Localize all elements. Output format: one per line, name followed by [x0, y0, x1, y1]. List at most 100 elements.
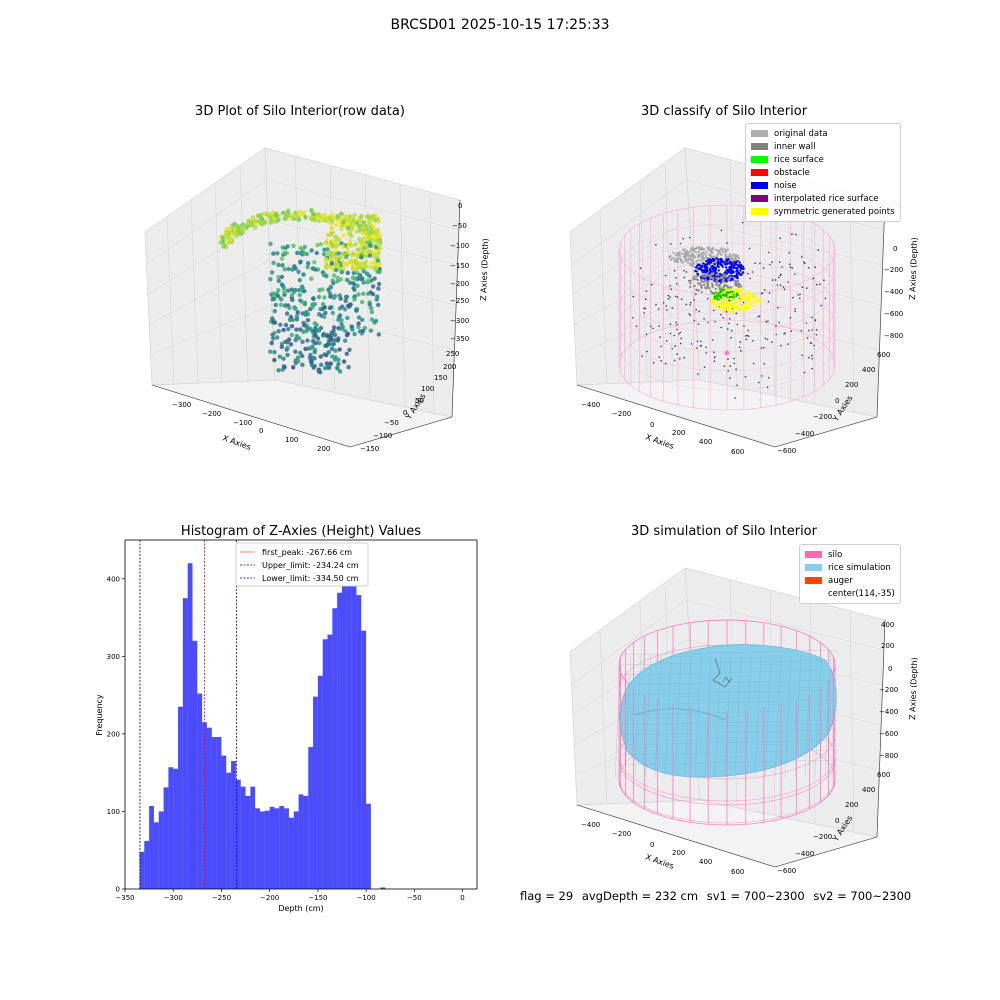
- raw-point: [315, 242, 320, 248]
- classify-cluster-point: [705, 274, 708, 278]
- classify-cluster-point: [702, 262, 705, 265]
- raw-point: [282, 267, 287, 272]
- classify-dot: [812, 277, 815, 280]
- classify-dot: [720, 314, 722, 316]
- raw-point: [345, 225, 351, 231]
- raw-point: [227, 237, 232, 242]
- raw-3d-plot[interactable]: −300 −200 −100 0 100 200 250 200 150 100…: [130, 135, 500, 465]
- raw-point: [282, 250, 287, 255]
- legend-swatch: [805, 590, 822, 597]
- histogram-bar: [313, 696, 318, 889]
- classify-cluster-point: [687, 254, 690, 257]
- classify-cluster-point: [725, 294, 728, 298]
- classify-dot: [811, 316, 813, 319]
- raw-point: [314, 250, 319, 256]
- classify-dot: [669, 332, 672, 335]
- classify-cluster-point: [738, 265, 741, 268]
- classify-dot: [811, 358, 813, 360]
- simulation-3d-plot[interactable]: −400 −200 0 200 400 600 600 400 200 0 −2…: [555, 555, 930, 885]
- legend-item-rice-simulation: rice simulation: [805, 561, 895, 574]
- classify-cluster-point: [756, 295, 759, 298]
- raw-point: [315, 336, 321, 341]
- classify-zlabel: Z Axies (Depth): [908, 237, 919, 300]
- raw-point: [350, 327, 355, 332]
- classify-dot: [764, 337, 767, 340]
- classify-cluster-point: [750, 299, 753, 302]
- classify-dot: [780, 273, 782, 276]
- classify-dot: [765, 320, 767, 323]
- raw-ztick: −150: [450, 262, 469, 270]
- classify-cluster-point: [707, 258, 710, 261]
- raw-xlabel: X Axies: [221, 433, 252, 452]
- classify-cluster-point: [731, 310, 735, 314]
- classify-cluster-point: [738, 261, 741, 264]
- classify-cluster-point: [678, 254, 682, 258]
- classify-ztick: 0: [893, 245, 897, 253]
- classify-dot: [815, 334, 818, 336]
- classify-dot: [778, 321, 781, 324]
- raw-point: [322, 295, 327, 300]
- classify-dot: [767, 377, 770, 379]
- raw-point: [305, 338, 310, 343]
- legend-item-auger: auger: [805, 574, 895, 587]
- classify-cluster-point: [672, 256, 675, 260]
- raw-point: [344, 277, 350, 283]
- classify-dot: [751, 271, 754, 273]
- classify-dot: [701, 291, 703, 293]
- classify-cluster-point: [754, 304, 757, 307]
- classify-cluster-point: [698, 267, 701, 271]
- classify-dot: [761, 375, 763, 377]
- raw-point: [309, 208, 314, 213]
- raw-point: [310, 302, 315, 307]
- classify-cluster-point: [751, 304, 754, 308]
- raw-point: [349, 243, 354, 248]
- legend-swatch: [751, 208, 768, 215]
- classify-cluster-point: [696, 274, 700, 278]
- raw-point: [298, 298, 303, 303]
- classify-xtick: −200: [612, 410, 631, 418]
- classify-cluster-point: [716, 293, 719, 296]
- classify-cluster-point: [696, 259, 700, 262]
- histogram-chart[interactable]: −350 −300 −250 −200 −150 −100 −50 0 0 100 200 300 4…: [80, 535, 490, 920]
- classify-dot: [794, 273, 796, 275]
- raw-point: [313, 329, 318, 334]
- classify-dot: [676, 328, 678, 331]
- classify-cluster-point: [736, 269, 739, 272]
- raw-point: [330, 244, 336, 249]
- raw-point: [376, 332, 381, 337]
- classify-cluster-point: [694, 256, 697, 259]
- raw-point: [368, 290, 373, 295]
- simulation-ztick: −600: [879, 730, 898, 738]
- raw-point: [370, 214, 376, 219]
- simulation-zlabel: Z Axies (Depth): [908, 657, 919, 720]
- classify-dot: [788, 263, 791, 265]
- classify-dot: [695, 309, 697, 311]
- classify-cluster-point: [692, 262, 696, 265]
- raw-point: [268, 349, 273, 354]
- histogram-bar: [341, 557, 347, 889]
- classify-cluster-point: [681, 261, 684, 264]
- raw-point: [295, 310, 300, 315]
- histogram-xtick-label: −50: [407, 894, 422, 902]
- raw-point: [361, 291, 366, 296]
- raw-point: [277, 354, 282, 359]
- simulation-xtick: −400: [581, 821, 600, 829]
- histogram-reference-lines: [139, 540, 238, 889]
- classify-cluster-point: [727, 278, 730, 282]
- raw-point: [298, 327, 303, 332]
- raw-point: [261, 220, 266, 225]
- classify-cluster-point: [753, 301, 756, 304]
- raw-point: [272, 357, 277, 363]
- raw-point: [271, 291, 276, 296]
- raw-point: [360, 230, 365, 236]
- classify-cluster-point: [720, 263, 723, 267]
- classify-dot: [650, 325, 652, 328]
- classify-dot: [762, 267, 765, 269]
- classify-cluster-point: [676, 258, 679, 261]
- raw-point: [363, 242, 368, 248]
- raw-point: [371, 233, 377, 239]
- classify-dot: [762, 346, 765, 349]
- raw-ytick: 0: [403, 409, 407, 417]
- classify-cluster-point: [714, 283, 718, 286]
- legend-item-obstacle: obstacle: [751, 166, 895, 179]
